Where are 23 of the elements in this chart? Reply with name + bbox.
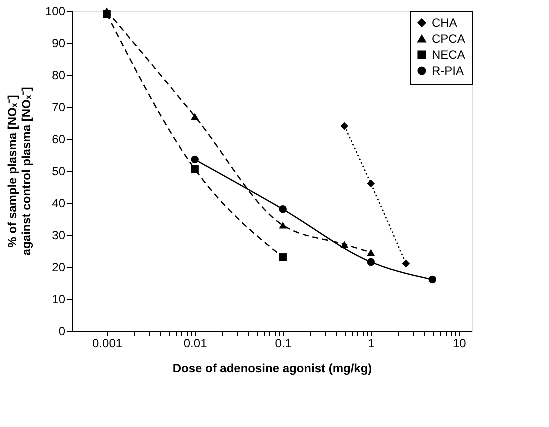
x-tick-label: 0.1 — [275, 336, 292, 350]
x-axis-title: Dose of adenosine agonist (mg/kg) — [172, 362, 372, 376]
legend-label: CPCA — [432, 32, 466, 46]
y-tick-label: 60 — [52, 132, 66, 146]
y-tick-label: 70 — [52, 100, 66, 114]
y-tick-label: 40 — [52, 196, 66, 210]
legend-label: R-PIA — [432, 64, 464, 78]
y-tick-label: 30 — [52, 228, 66, 242]
legend-label: CHA — [432, 16, 458, 30]
x-tick-label: 0.001 — [92, 336, 123, 350]
x-tick-label: 0.01 — [184, 336, 208, 350]
y-tick-label: 20 — [52, 260, 66, 274]
y-tick-label: 90 — [52, 36, 66, 50]
y-tick-label: 10 — [52, 292, 66, 306]
text: % of sample plasma [NOₓ⁻] — [5, 95, 20, 248]
x-tick-label: 1 — [368, 336, 376, 350]
x-tick-label: 10 — [452, 336, 467, 350]
y-tick-label: 80 — [52, 68, 66, 82]
y-tick-label: 0 — [58, 324, 66, 338]
y-tick-label: 100 — [45, 4, 66, 18]
y-tick-label: 50 — [52, 164, 66, 178]
legend-label: NECA — [432, 48, 466, 62]
text: against control plasma [NOₓ⁻] — [19, 87, 34, 256]
